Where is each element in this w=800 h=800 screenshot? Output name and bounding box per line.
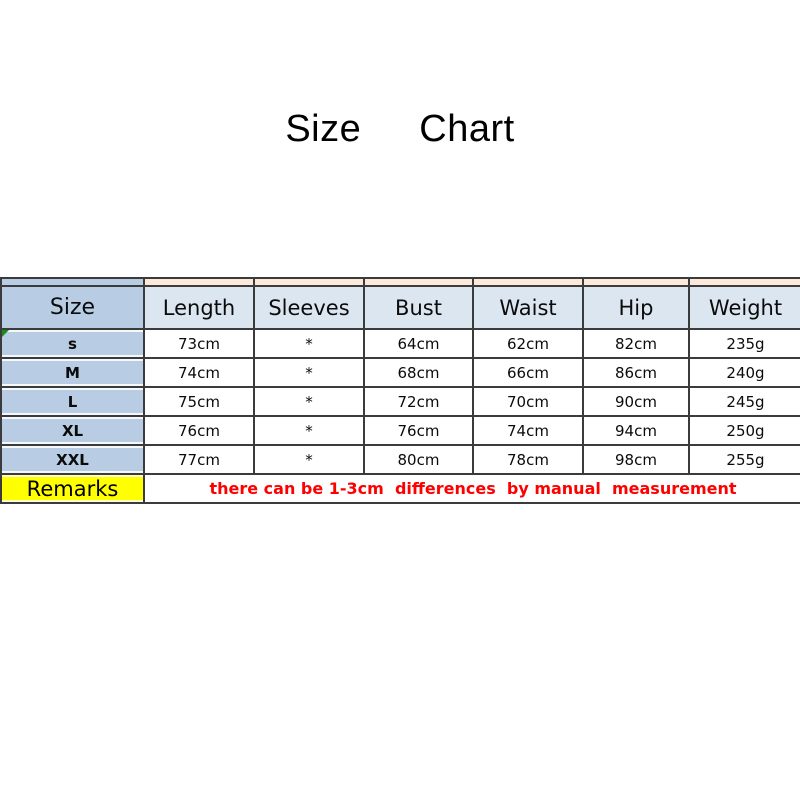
table-row-xxl: XXL 77cm * 80cm 78cm 98cm 255g xyxy=(0,444,800,475)
table-cell: 72cm xyxy=(363,386,474,417)
remarks-label: Remarks xyxy=(0,473,145,504)
table-cell: 77cm xyxy=(143,444,255,475)
table-cell: 80cm xyxy=(363,444,474,475)
size-cell: L xyxy=(0,386,145,417)
table-cell: 255g xyxy=(688,444,800,475)
table-row-s: s 73cm * 64cm 62cm 82cm 235g xyxy=(0,328,800,359)
size-cell: XXL xyxy=(0,444,145,475)
table-cell: * xyxy=(253,415,365,446)
remarks-row: Remarks there can be 1-3cm differences b… xyxy=(0,473,800,504)
table-cell: 86cm xyxy=(582,357,690,388)
table-cell: 245g xyxy=(688,386,800,417)
size-label: XL xyxy=(61,421,84,440)
table-cell: * xyxy=(253,386,365,417)
size-label: XXL xyxy=(56,450,89,469)
table-cell: 82cm xyxy=(582,328,690,359)
table-cell: 235g xyxy=(688,328,800,359)
strip-cell xyxy=(688,277,800,287)
table-cell: 68cm xyxy=(363,357,474,388)
table-cell: 94cm xyxy=(582,415,690,446)
table-cell: 73cm xyxy=(143,328,255,359)
excel-error-indicator-icon xyxy=(3,331,9,337)
col-header-hip: Hip xyxy=(582,285,690,330)
strip-cell xyxy=(143,277,255,287)
table-cell: 76cm xyxy=(143,415,255,446)
table-cell: 62cm xyxy=(472,328,584,359)
table-cell: 75cm xyxy=(143,386,255,417)
header-row: Size Length Sleeves Bust Waist Hip Weigh… xyxy=(0,285,800,330)
table-top-strip xyxy=(0,277,800,287)
col-header-bust: Bust xyxy=(363,285,474,330)
table-cell: 98cm xyxy=(582,444,690,475)
size-label: M xyxy=(65,363,80,382)
table-cell: 240g xyxy=(688,357,800,388)
col-header-length: Length xyxy=(143,285,255,330)
size-cell: XL xyxy=(0,415,145,446)
table-cell: 70cm xyxy=(472,386,584,417)
page-title-word-size: Size xyxy=(285,108,362,150)
strip-cell xyxy=(472,277,584,287)
page-title-word-chart: Chart xyxy=(419,108,515,150)
size-cell: s xyxy=(0,328,145,359)
table-row-l: L 75cm * 72cm 70cm 90cm 245g xyxy=(0,386,800,417)
table-cell: 250g xyxy=(688,415,800,446)
table-cell: 90cm xyxy=(582,386,690,417)
size-label: s xyxy=(68,334,77,353)
col-header-size: Size xyxy=(0,285,145,330)
table-cell: 74cm xyxy=(143,357,255,388)
size-label: L xyxy=(67,392,78,411)
strip-cell xyxy=(582,277,690,287)
table-cell: 78cm xyxy=(472,444,584,475)
page-title: Size Chart xyxy=(0,108,800,151)
strip-cell xyxy=(0,277,145,287)
size-chart-table: Size Length Sleeves Bust Waist Hip Weigh… xyxy=(0,277,800,504)
table-cell: * xyxy=(253,328,365,359)
size-cell: M xyxy=(0,357,145,388)
col-header-weight: Weight xyxy=(688,285,800,330)
table-row-m: M 74cm * 68cm 66cm 86cm 240g xyxy=(0,357,800,388)
col-header-waist: Waist xyxy=(472,285,584,330)
table-cell: 66cm xyxy=(472,357,584,388)
table-cell: 64cm xyxy=(363,328,474,359)
remarks-text: there can be 1-3cm differences by manual… xyxy=(143,473,800,504)
table-cell: 74cm xyxy=(472,415,584,446)
table-cell: 76cm xyxy=(363,415,474,446)
strip-cell xyxy=(253,277,365,287)
col-header-sleeves: Sleeves xyxy=(253,285,365,330)
strip-cell xyxy=(363,277,474,287)
table-cell: * xyxy=(253,357,365,388)
table-row-xl: XL 76cm * 76cm 74cm 94cm 250g xyxy=(0,415,800,446)
table-cell: * xyxy=(253,444,365,475)
